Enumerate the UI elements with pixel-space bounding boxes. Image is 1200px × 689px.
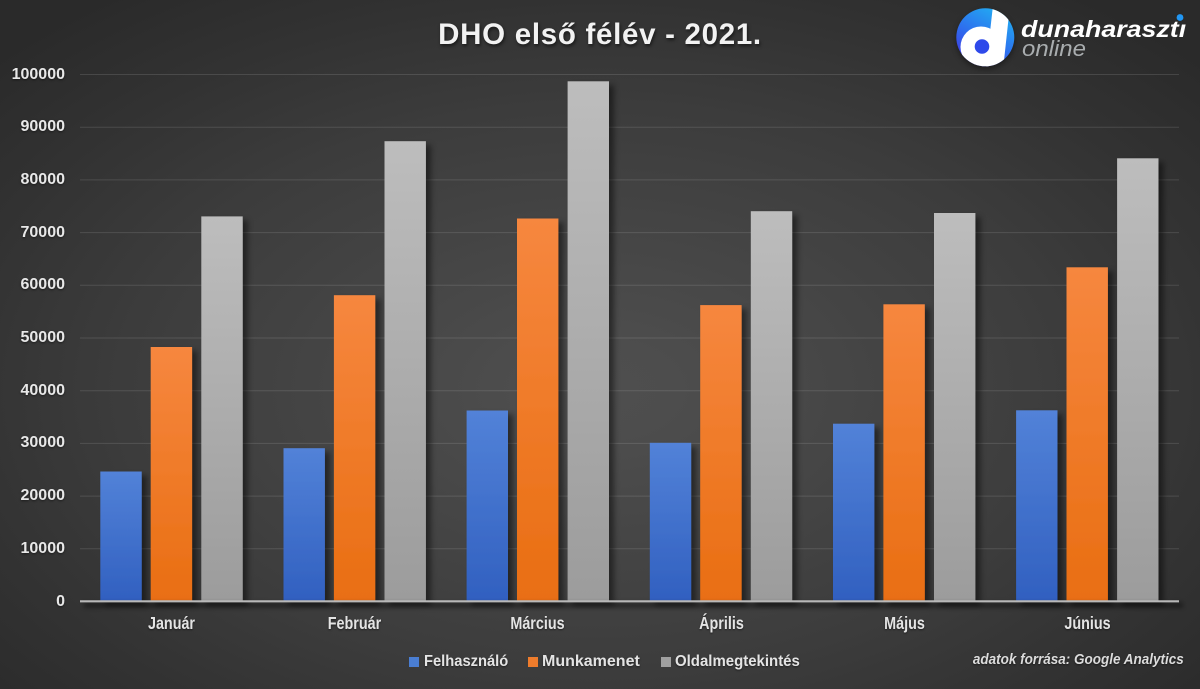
svg-text:dunaharasztı: dunaharasztı — [1021, 17, 1186, 43]
svg-text:online: online — [1022, 36, 1086, 61]
